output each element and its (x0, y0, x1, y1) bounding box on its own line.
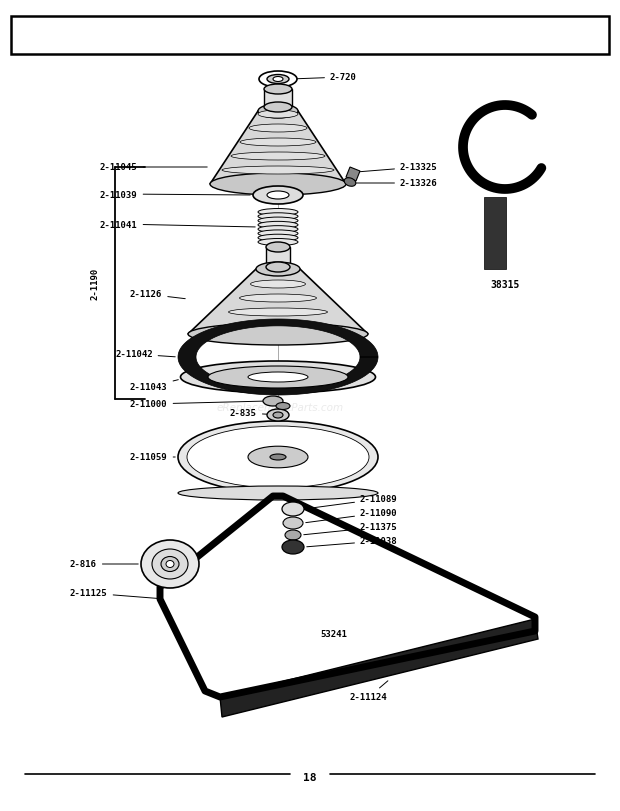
Ellipse shape (273, 413, 283, 418)
Ellipse shape (231, 152, 325, 161)
Text: 2-11043: 2-11043 (130, 380, 179, 392)
Text: 2-11059: 2-11059 (130, 453, 175, 462)
Ellipse shape (266, 242, 290, 253)
Ellipse shape (258, 209, 298, 217)
Ellipse shape (258, 230, 298, 238)
Text: 2-11038: 2-11038 (307, 537, 397, 547)
Ellipse shape (264, 85, 292, 95)
Text: 2-11045: 2-11045 (100, 163, 207, 172)
Ellipse shape (344, 178, 356, 187)
Ellipse shape (210, 174, 346, 195)
Ellipse shape (282, 502, 304, 517)
Ellipse shape (161, 557, 179, 572)
Ellipse shape (273, 77, 283, 83)
Ellipse shape (263, 397, 283, 406)
Text: 2-11375: 2-11375 (304, 523, 397, 535)
Text: 2-720: 2-720 (293, 74, 357, 83)
Ellipse shape (248, 447, 308, 468)
Text: 2-11125: 2-11125 (70, 589, 162, 599)
Polygon shape (346, 168, 360, 182)
Ellipse shape (285, 530, 301, 540)
Text: 38315: 38315 (490, 280, 520, 290)
Ellipse shape (250, 281, 306, 289)
Ellipse shape (259, 72, 297, 88)
Text: 53241: 53241 (320, 629, 347, 639)
Ellipse shape (178, 422, 378, 493)
Ellipse shape (283, 517, 303, 530)
Ellipse shape (258, 239, 298, 247)
Text: 18: 18 (303, 772, 317, 782)
Ellipse shape (267, 191, 289, 200)
Text: 2-11089: 2-11089 (307, 495, 397, 509)
Ellipse shape (253, 187, 303, 204)
Text: 2-816: 2-816 (70, 560, 138, 569)
Ellipse shape (258, 218, 298, 225)
Polygon shape (188, 270, 368, 335)
Text: 2-11124: 2-11124 (350, 681, 388, 702)
Ellipse shape (276, 403, 290, 410)
Ellipse shape (282, 540, 304, 554)
Ellipse shape (152, 549, 188, 579)
Ellipse shape (141, 540, 199, 588)
Ellipse shape (258, 235, 298, 242)
Text: 2-1126: 2-1126 (130, 290, 185, 299)
Text: 2-11000: 2-11000 (130, 400, 265, 409)
Ellipse shape (258, 111, 298, 119)
Ellipse shape (208, 367, 348, 388)
FancyBboxPatch shape (11, 17, 609, 55)
Polygon shape (210, 112, 346, 185)
Ellipse shape (249, 125, 307, 133)
Ellipse shape (178, 487, 378, 500)
Text: 2-11041: 2-11041 (100, 221, 255, 230)
Ellipse shape (264, 103, 292, 113)
Ellipse shape (180, 362, 376, 393)
Text: 2-11090: 2-11090 (306, 508, 397, 523)
Ellipse shape (222, 167, 334, 175)
Ellipse shape (258, 213, 298, 221)
Ellipse shape (267, 410, 289, 422)
Ellipse shape (258, 105, 298, 119)
Ellipse shape (240, 139, 316, 147)
Ellipse shape (229, 309, 327, 316)
Ellipse shape (267, 75, 289, 84)
Text: MODELS A105-A283-A284: MODELS A105-A283-A284 (22, 32, 172, 45)
Ellipse shape (270, 454, 286, 461)
Ellipse shape (166, 561, 174, 568)
Text: 2-13326: 2-13326 (355, 179, 438, 188)
Polygon shape (178, 320, 378, 396)
Polygon shape (266, 247, 290, 268)
Bar (484, 198, 506, 270)
Ellipse shape (266, 263, 290, 272)
Ellipse shape (187, 427, 369, 488)
Text: 2-13325: 2-13325 (359, 163, 438, 173)
Polygon shape (220, 620, 538, 717)
Text: 2-1190: 2-1190 (90, 268, 99, 300)
Text: 2-11042: 2-11042 (115, 350, 175, 359)
Ellipse shape (258, 226, 298, 234)
Ellipse shape (239, 294, 316, 303)
Ellipse shape (248, 372, 308, 383)
Ellipse shape (258, 222, 298, 229)
Polygon shape (264, 90, 292, 108)
Ellipse shape (256, 263, 300, 277)
Ellipse shape (188, 324, 368, 345)
Text: eReplacementParts.com: eReplacementParts.com (216, 402, 343, 413)
Text: 2-11039: 2-11039 (100, 191, 250, 200)
Text: 2-835: 2-835 (230, 409, 280, 418)
Text: CLUTCH, BRAKE & BELTS: CLUTCH, BRAKE & BELTS (300, 32, 450, 45)
